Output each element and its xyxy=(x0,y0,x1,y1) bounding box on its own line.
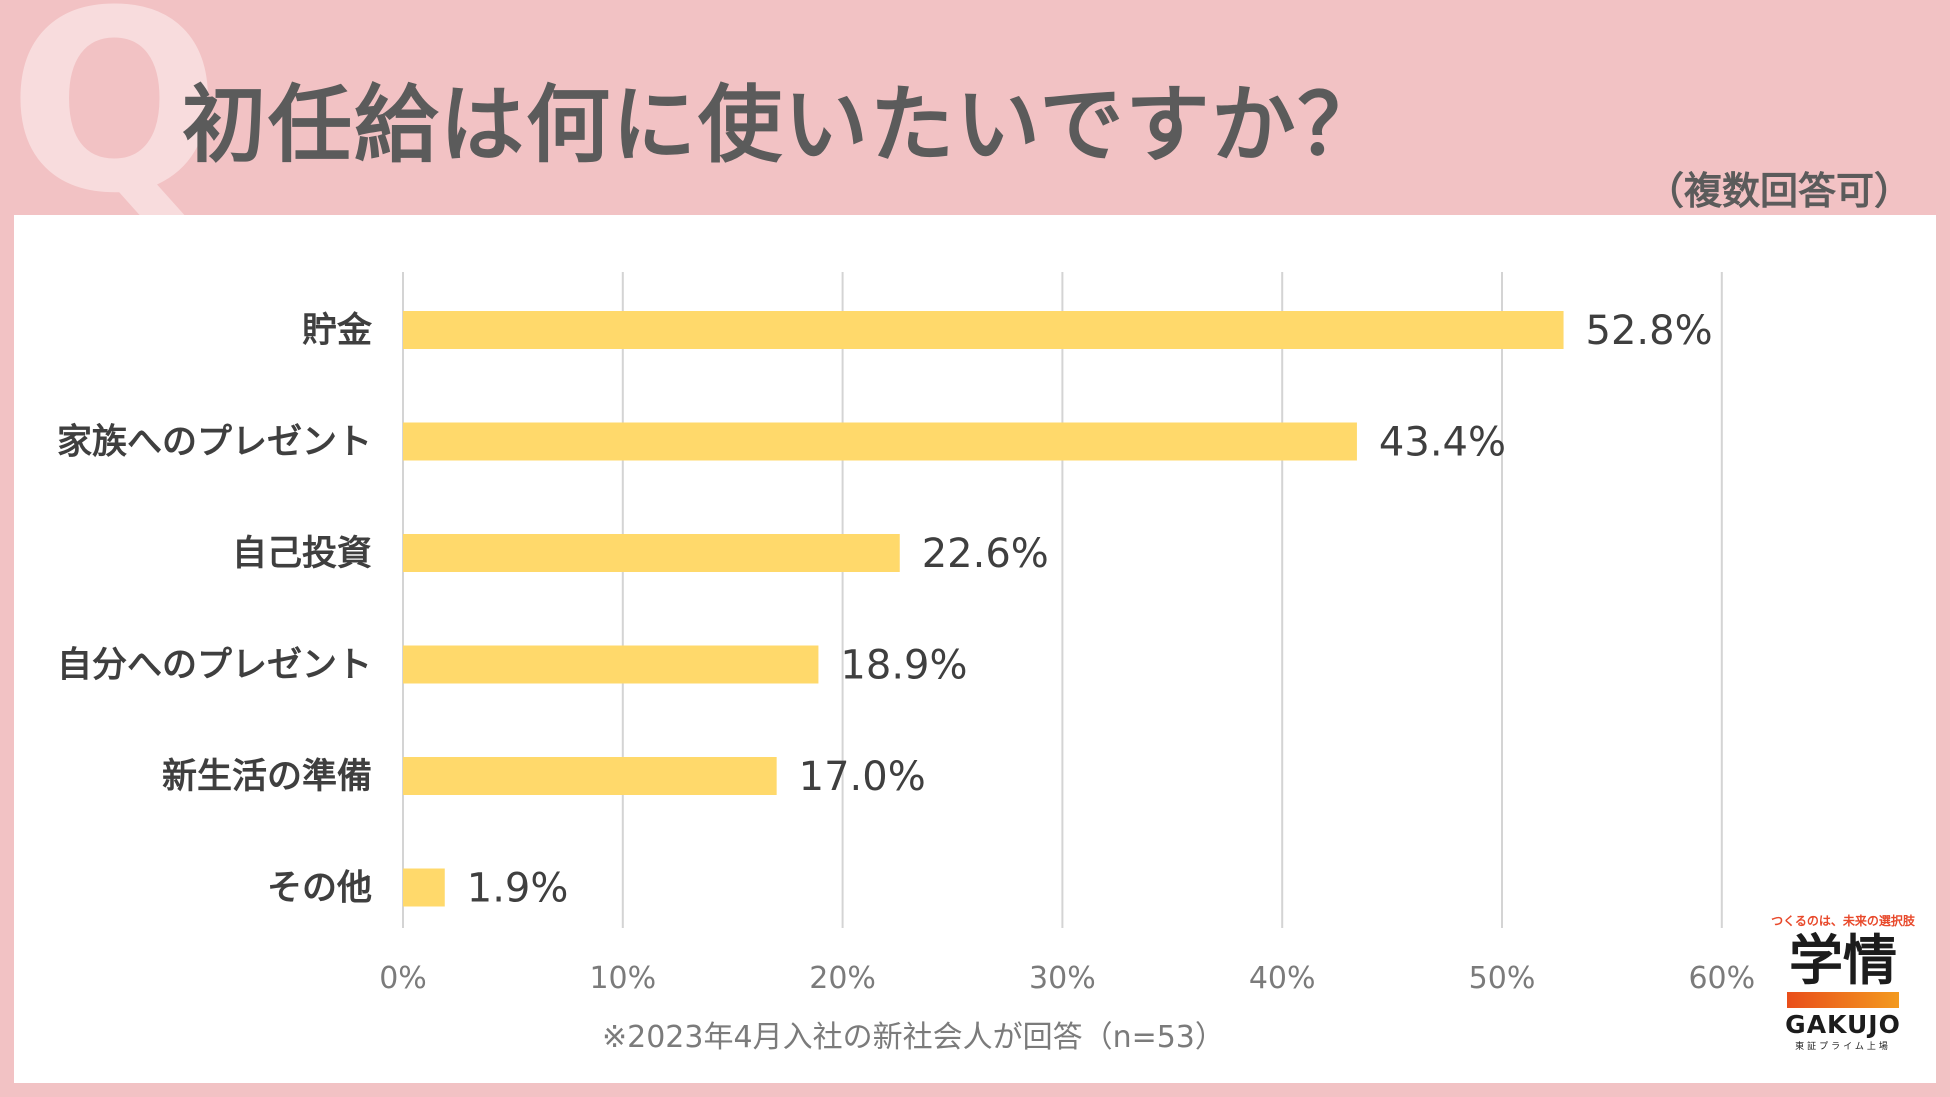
logo-listed: 東証プライム上場 xyxy=(1795,1041,1891,1052)
x-tick-label: 0% xyxy=(379,961,427,996)
page-subtitle: （複数回答可） xyxy=(1645,169,1912,213)
value-label: 22.6% xyxy=(922,531,1049,577)
value-label: 1.9% xyxy=(467,866,569,912)
logo-english: GAKUJO xyxy=(1785,1009,1901,1039)
x-tick-label: 60% xyxy=(1688,961,1755,996)
bar xyxy=(403,868,445,907)
value-label: 43.4% xyxy=(1379,420,1506,466)
footnote: ※2023年4月入社の新社会人が回答（n=53） xyxy=(602,1020,1225,1055)
logo-tagline: つくるのは、未来の選択肢 xyxy=(1771,914,1915,928)
logo-color-bar xyxy=(1787,991,1899,1008)
chart-panel xyxy=(14,215,1936,1083)
bar xyxy=(403,534,900,572)
logo-kanji: 学情 xyxy=(1789,929,1897,992)
category-label: 自分へのプレゼント xyxy=(57,646,372,686)
value-label: 52.8% xyxy=(1586,308,1713,354)
x-tick-label: 50% xyxy=(1469,961,1536,996)
bar xyxy=(403,645,819,684)
page-title: 初任給は何に使いたいですか？ xyxy=(182,76,1384,174)
bar xyxy=(403,311,1564,349)
bar xyxy=(403,422,1357,461)
q-mark-decoration: Q xyxy=(8,0,221,248)
category-label: 新生活の準備 xyxy=(162,757,372,797)
x-tick-label: 30% xyxy=(1029,961,1096,996)
category-label: 家族へのプレゼント xyxy=(57,423,372,463)
x-tick-label: 20% xyxy=(809,961,876,996)
category-label: その他 xyxy=(267,869,372,909)
value-label: 17.0% xyxy=(799,754,926,800)
x-tick-label: 40% xyxy=(1249,961,1316,996)
category-label: 貯金 xyxy=(302,310,373,351)
x-tick-label: 10% xyxy=(589,961,656,996)
bar xyxy=(403,757,777,795)
value-label: 18.9% xyxy=(840,643,967,689)
category-label: 自己投資 xyxy=(232,534,372,574)
gakujo-logo: つくるのは、未来の選択肢 学情 GAKUJO 東証プライム上場 xyxy=(1762,912,1924,1052)
